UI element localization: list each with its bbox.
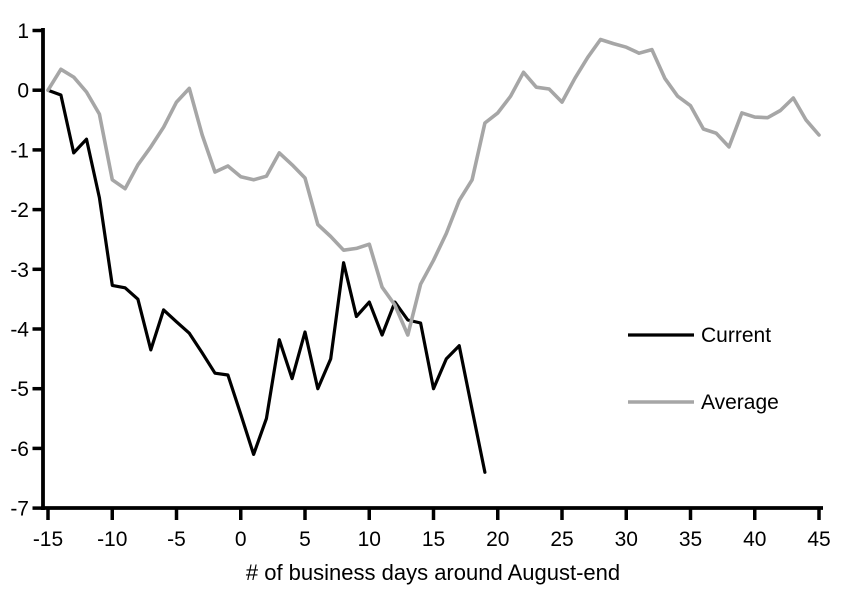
y-tick-label: -2 — [10, 199, 29, 222]
y-tick-label: 1 — [17, 20, 29, 43]
y-tick-label: -3 — [10, 259, 29, 282]
x-tick-label: 25 — [550, 528, 573, 551]
y-tick-label: -5 — [10, 378, 29, 401]
current-series-line — [46, 88, 487, 474]
x-tick-label: 40 — [743, 528, 766, 551]
x-tick-label: -15 — [33, 528, 63, 551]
x-tick-label: 20 — [486, 528, 509, 551]
plot-area: 10-1-2-3-4-5-6-7-15 -10 -5 0 5 10 15 20 25 30 35 40… — [10, 20, 830, 551]
x-tick-label: 30 — [615, 528, 638, 551]
x-tick-label: 35 — [679, 528, 702, 551]
x-tick-label: -10 — [97, 528, 127, 551]
average-series-line — [46, 37, 821, 337]
x-tick-label: 45 — [807, 528, 830, 551]
legend-current-label: Current — [701, 324, 771, 347]
x-tick-label: -5 — [167, 528, 186, 551]
x-tick-label: 5 — [299, 528, 311, 551]
y-tick-label: -6 — [10, 438, 29, 461]
y-tick-label: -7 — [10, 498, 29, 521]
x-tick-label: 0 — [235, 528, 247, 551]
x-tick-label: 10 — [358, 528, 381, 551]
x-tick-label: 15 — [422, 528, 445, 551]
y-tick-label: 0 — [17, 80, 29, 103]
legend-average-label: Average — [701, 391, 779, 414]
x-axis-title: # of business days around August-end — [246, 560, 620, 585]
y-tick-label: -4 — [10, 319, 29, 342]
y-tick-label: -1 — [10, 139, 29, 162]
